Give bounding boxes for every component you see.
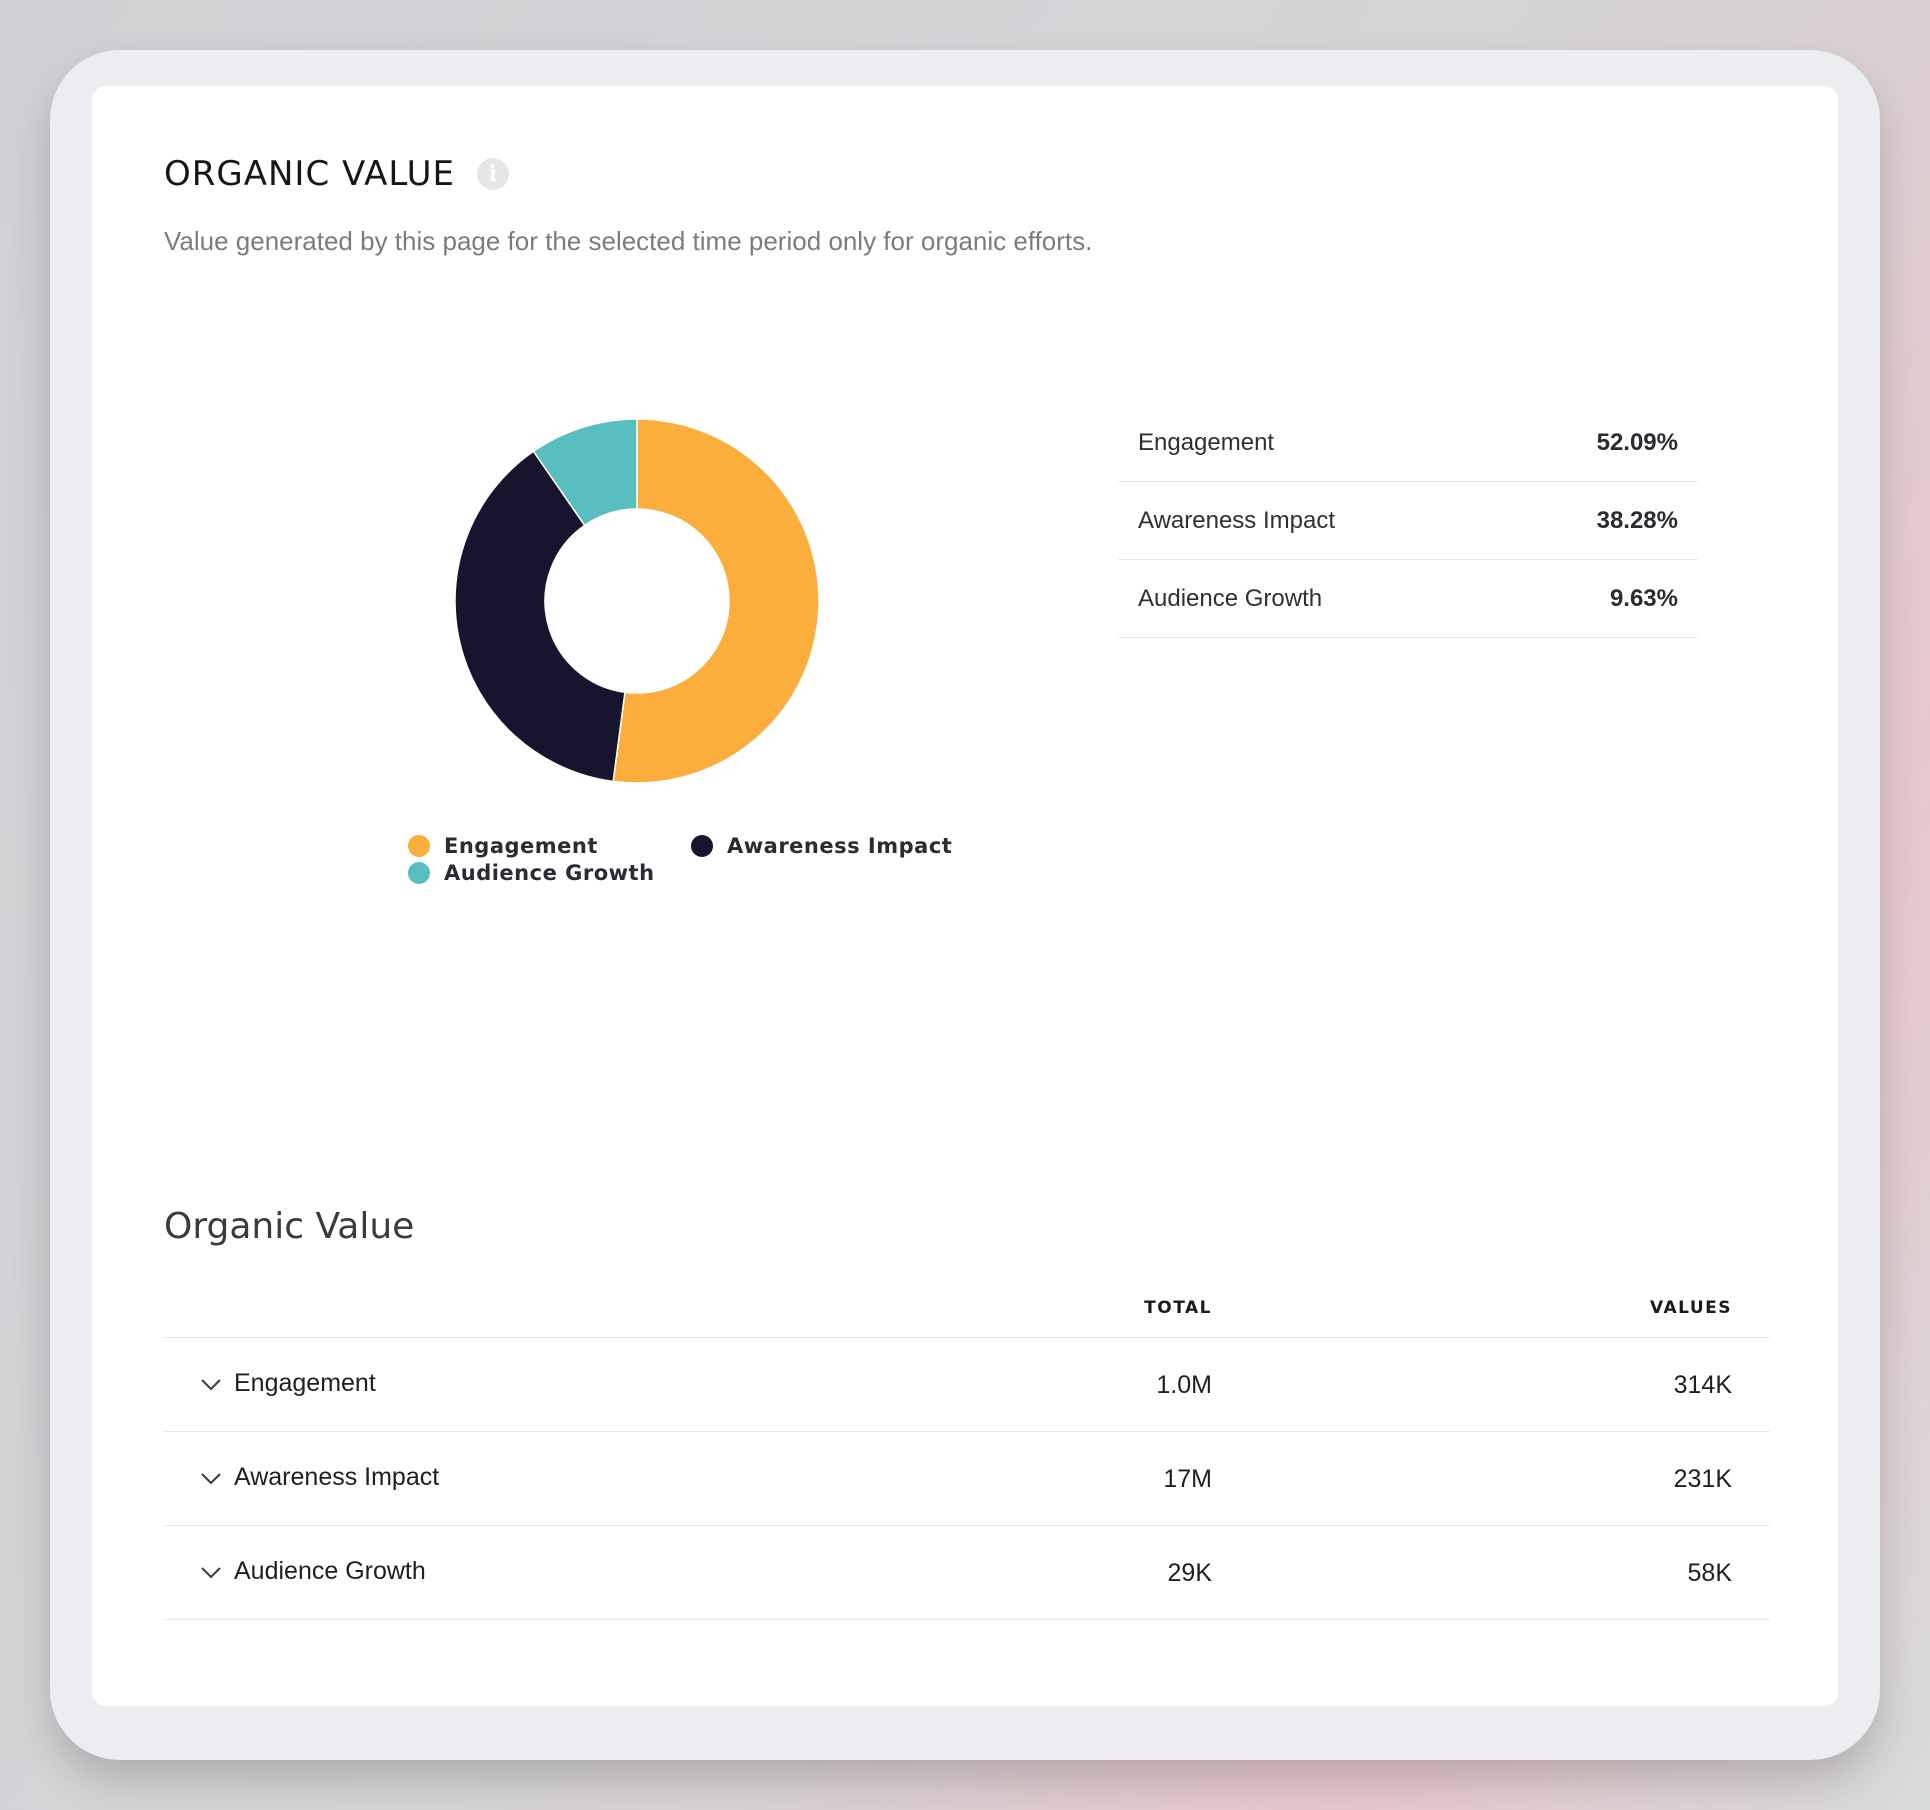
summary-row-engagement: Engagement 52.09%	[1118, 404, 1698, 482]
table-row[interactable]: Engagement 1.0M 314K	[164, 1338, 1770, 1432]
row-name: Awareness Impact	[200, 1463, 439, 1492]
summary-percent: 52.09%	[1596, 428, 1678, 456]
row-total: 29K	[1167, 1559, 1212, 1587]
row-value: 314K	[1673, 1371, 1732, 1399]
row-total: 17M	[1163, 1465, 1212, 1493]
legend-item-engagement[interactable]: Engagement	[408, 834, 598, 858]
chevron-down-icon[interactable]	[200, 1561, 222, 1583]
summary-row-awareness-impact: Awareness Impact 38.28%	[1118, 482, 1698, 560]
section-title: Organic Value	[164, 1206, 415, 1247]
summary-label: Audience Growth	[1138, 584, 1323, 612]
organic-value-card: ORGANIC VALUE i Value generated by this …	[92, 86, 1838, 1706]
table-row[interactable]: Audience Growth 29K 58K	[164, 1526, 1770, 1620]
row-value: 58K	[1687, 1559, 1732, 1587]
info-icon[interactable]: i	[476, 158, 509, 190]
page-title: ORGANIC VALUE	[164, 154, 455, 194]
row-label: Audience Growth	[234, 1557, 426, 1585]
row-label: Engagement	[234, 1369, 376, 1397]
legend-dot-engagement	[408, 835, 430, 857]
donut-slice-awareness-impact[interactable]	[454, 450, 626, 783]
legend-item-awareness-impact[interactable]: Awareness Impact	[691, 834, 952, 858]
row-value: 231K	[1673, 1465, 1732, 1493]
legend-label: Audience Growth	[444, 861, 655, 885]
row-name: Engagement	[200, 1369, 376, 1398]
chevron-down-icon[interactable]	[200, 1467, 222, 1489]
card-subtitle: Value generated by this page for the sel…	[164, 226, 1093, 256]
chart-legend: Engagement Awareness Impact Audience Gro…	[388, 834, 988, 894]
donut-chart-svg	[454, 418, 820, 784]
summary-row-audience-growth: Audience Growth 9.63%	[1118, 560, 1698, 638]
organic-value-table: TOTAL VALUES Engagement 1.0M 314K Awaren…	[164, 1276, 1770, 1620]
column-header-total[interactable]: TOTAL	[1144, 1298, 1212, 1318]
table-row[interactable]: Awareness Impact 17M 231K	[164, 1432, 1770, 1526]
row-label: Awareness Impact	[234, 1463, 440, 1491]
summary-percent: 9.63%	[1609, 584, 1678, 612]
chevron-down-icon[interactable]	[200, 1373, 222, 1395]
summary-label: Awareness Impact	[1138, 506, 1335, 534]
column-header-values[interactable]: VALUES	[1649, 1298, 1732, 1318]
donut-chart	[452, 416, 822, 786]
legend-label: Awareness Impact	[727, 834, 953, 858]
row-name: Audience Growth	[200, 1557, 426, 1586]
summary-label: Engagement	[1138, 428, 1275, 456]
legend-item-audience-growth[interactable]: Audience Growth	[408, 861, 655, 885]
donut-slice-engagement[interactable]	[612, 418, 820, 784]
table-header: TOTAL VALUES	[164, 1276, 1770, 1338]
donut-slice-audience-growth[interactable]	[532, 418, 638, 527]
card-header: ORGANIC VALUE i	[164, 154, 509, 194]
legend-dot-awareness-impact	[691, 835, 713, 857]
summary-percent: 38.28%	[1596, 506, 1678, 534]
row-total: 1.0M	[1156, 1371, 1212, 1399]
device-frame: ORGANIC VALUE i Value generated by this …	[50, 50, 1880, 1760]
legend-dot-audience-growth	[408, 862, 430, 884]
legend-label: Engagement	[444, 834, 598, 858]
percentage-summary: Engagement 52.09% Awareness Impact 38.28…	[1118, 404, 1698, 638]
